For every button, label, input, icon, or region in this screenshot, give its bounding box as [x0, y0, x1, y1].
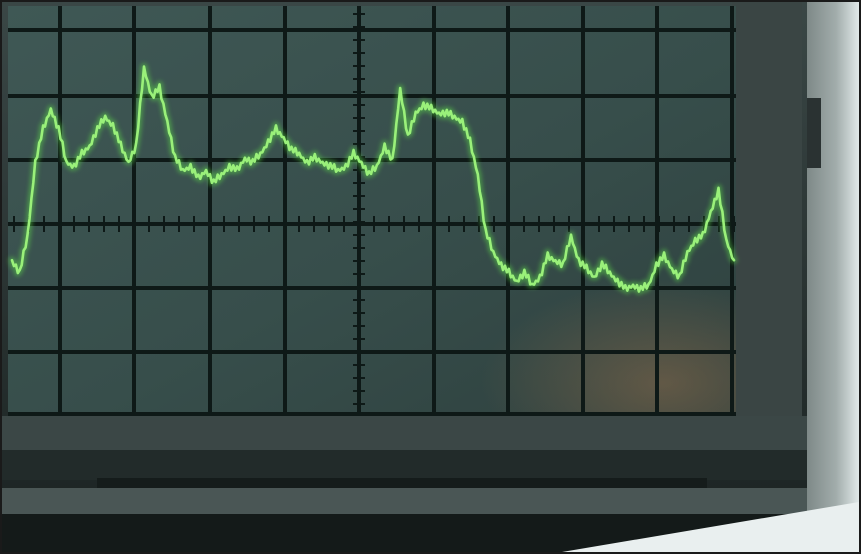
- bezel-lip-middle: [2, 450, 807, 480]
- screen-glare: [8, 6, 736, 416]
- bezel-right-edge: [732, 2, 802, 442]
- wall-corner: [562, 502, 859, 552]
- wall-shadow: [802, 2, 859, 552]
- bezel-groove: [97, 478, 707, 488]
- graticule-grid: [8, 6, 736, 416]
- bezel-lip-upper: [2, 416, 807, 450]
- side-knob: [807, 98, 821, 168]
- bezel-lip-lower: [2, 488, 807, 514]
- waveform-trace: [10, 65, 736, 293]
